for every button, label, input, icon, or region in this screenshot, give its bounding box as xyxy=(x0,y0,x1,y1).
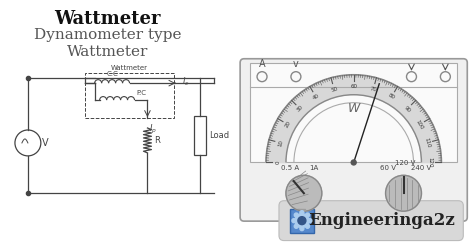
Text: 50: 50 xyxy=(330,86,338,93)
Text: W: W xyxy=(347,102,360,115)
Circle shape xyxy=(306,224,310,228)
Text: Wattmeter: Wattmeter xyxy=(111,65,148,71)
Text: V: V xyxy=(42,138,48,148)
Circle shape xyxy=(308,219,312,223)
Text: 60 V: 60 V xyxy=(380,165,396,171)
Text: Load: Load xyxy=(209,131,229,140)
Bar xyxy=(194,116,206,155)
Text: Dynamometer type: Dynamometer type xyxy=(34,28,182,42)
Text: 100: 100 xyxy=(414,119,424,130)
Text: 90: 90 xyxy=(403,105,411,113)
Circle shape xyxy=(300,227,304,231)
Text: 70: 70 xyxy=(369,86,377,93)
Circle shape xyxy=(294,213,298,217)
Polygon shape xyxy=(266,75,441,162)
Text: A: A xyxy=(259,59,265,69)
Circle shape xyxy=(385,175,421,211)
Circle shape xyxy=(300,211,304,215)
Text: 60: 60 xyxy=(350,84,357,89)
Text: Wattmeter: Wattmeter xyxy=(55,10,161,29)
Text: 1A: 1A xyxy=(309,165,319,171)
Circle shape xyxy=(298,217,306,225)
Text: 120: 120 xyxy=(427,157,432,168)
Text: Wattmeter: Wattmeter xyxy=(67,45,148,59)
Text: C.C: C.C xyxy=(106,71,118,77)
Circle shape xyxy=(351,160,356,165)
Circle shape xyxy=(292,219,296,223)
FancyBboxPatch shape xyxy=(240,59,467,221)
Bar xyxy=(85,73,174,118)
Text: $I_c$: $I_c$ xyxy=(182,76,190,88)
Text: 0: 0 xyxy=(275,161,281,164)
Circle shape xyxy=(295,214,309,228)
Text: 10: 10 xyxy=(277,139,284,147)
Circle shape xyxy=(306,213,310,217)
Text: 20: 20 xyxy=(284,120,292,129)
Text: Engineeringa2z: Engineeringa2z xyxy=(308,212,455,229)
Text: 120 V: 120 V xyxy=(395,160,416,166)
Bar xyxy=(290,209,314,233)
Text: R: R xyxy=(155,136,160,145)
FancyBboxPatch shape xyxy=(279,201,463,241)
Text: 80: 80 xyxy=(387,93,396,101)
Text: 240 V: 240 V xyxy=(411,165,431,171)
Circle shape xyxy=(294,224,298,228)
Text: v: v xyxy=(293,59,299,69)
Text: 30: 30 xyxy=(296,105,304,113)
Text: 40: 40 xyxy=(311,93,320,101)
Text: 110: 110 xyxy=(423,137,430,149)
Bar xyxy=(250,63,457,162)
Text: 0.5 A: 0.5 A xyxy=(281,165,299,171)
Text: $I_p$: $I_p$ xyxy=(149,123,157,136)
Circle shape xyxy=(286,175,322,211)
Text: P.C: P.C xyxy=(137,90,146,96)
